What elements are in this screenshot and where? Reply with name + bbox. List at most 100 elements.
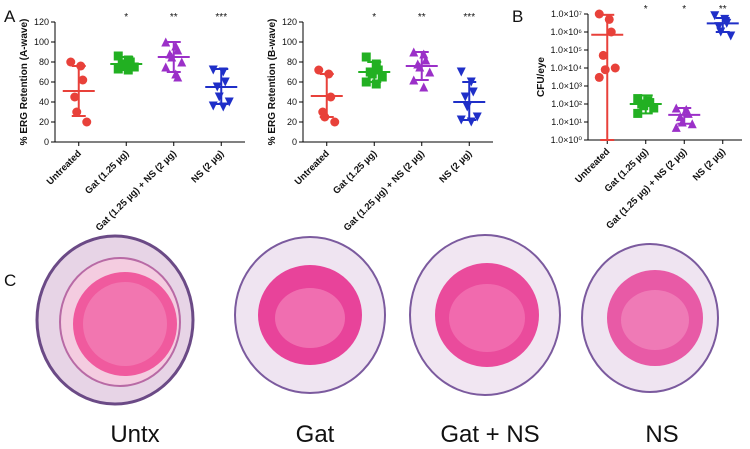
point — [462, 102, 472, 112]
y-axis-label: CFU/eye — [536, 57, 547, 97]
point — [633, 108, 643, 118]
y-tick-label: 40 — [39, 97, 49, 107]
histology-label: Gat — [296, 421, 335, 448]
point — [606, 27, 616, 37]
y-tick-label: 0 — [292, 137, 297, 147]
y-tick-label: 120 — [282, 17, 297, 27]
significance: ** — [170, 12, 178, 23]
point — [373, 65, 383, 75]
point — [409, 47, 419, 57]
y-tick-label: 20 — [39, 117, 49, 127]
point — [425, 67, 435, 77]
x-tick-label: NS (2 µg) — [189, 148, 226, 185]
x-tick-label: NS (2 µg) — [691, 146, 728, 183]
point — [78, 75, 88, 85]
point — [119, 60, 129, 70]
point — [415, 62, 425, 72]
point — [466, 77, 476, 87]
y-tick-label: 1.0×10² — [551, 99, 582, 109]
point — [212, 82, 222, 92]
histology-label: Untx — [110, 421, 159, 448]
x-tick-label: Gat (1.25 µg) + NS (2 µg) — [94, 148, 179, 233]
significance: *** — [215, 12, 227, 23]
y-tick-label: 80 — [287, 57, 297, 67]
point — [82, 117, 92, 127]
significance: * — [682, 4, 686, 15]
point — [604, 14, 614, 24]
point — [460, 92, 470, 102]
point — [314, 65, 324, 75]
point — [66, 57, 76, 67]
eye-gat — [234, 236, 386, 394]
y-tick-label: 60 — [287, 77, 297, 87]
point — [177, 57, 187, 67]
significance: * — [124, 12, 128, 23]
point — [421, 55, 431, 65]
point — [167, 52, 177, 62]
point — [683, 108, 693, 118]
y-tick-label: 1.0×10¹ — [551, 117, 582, 127]
significance: * — [372, 12, 376, 23]
point — [371, 59, 381, 69]
point — [639, 101, 649, 111]
y-tick-label: 1.0×10⁷ — [551, 9, 582, 19]
point — [710, 11, 720, 21]
histology-label: NS — [645, 421, 678, 448]
point — [161, 37, 171, 47]
point — [208, 101, 218, 111]
point — [468, 87, 478, 97]
point — [220, 77, 230, 87]
point — [320, 112, 330, 122]
significance: *** — [463, 12, 475, 23]
panel-label: B — [512, 7, 523, 26]
x-tick-label: Untreated — [573, 146, 612, 185]
point — [598, 50, 608, 60]
point — [208, 65, 218, 75]
point — [633, 94, 643, 104]
point — [377, 72, 387, 82]
point — [594, 9, 604, 19]
point — [600, 65, 610, 75]
panel-label: C — [4, 271, 16, 290]
eye-gat-ns — [409, 234, 561, 396]
y-tick-label: 1.0×10⁰ — [551, 135, 583, 145]
y-tick-label: 0 — [44, 137, 49, 147]
point — [173, 45, 183, 55]
point — [326, 92, 336, 102]
point — [361, 77, 371, 87]
point — [466, 117, 476, 127]
point — [113, 64, 123, 74]
point — [173, 72, 183, 82]
point — [330, 117, 340, 127]
point — [456, 115, 466, 125]
x-tick-label: Gat (1.25 µg) — [83, 148, 131, 196]
point — [371, 79, 381, 89]
point — [645, 98, 655, 108]
y-tick-label: 120 — [34, 17, 49, 27]
point — [218, 102, 228, 112]
eye-untx — [35, 234, 195, 406]
point — [72, 107, 82, 117]
x-tick-label: Untreated — [45, 148, 84, 187]
point — [161, 62, 171, 72]
point — [722, 18, 732, 28]
point — [129, 62, 139, 72]
eye-ns — [581, 243, 719, 393]
x-tick-label: Gat (1.25 µg) + NS (2 µg) — [342, 148, 427, 233]
histology-label: Gat + NS — [440, 421, 539, 448]
point — [671, 103, 681, 113]
y-tick-label: 20 — [287, 117, 297, 127]
point — [367, 69, 377, 79]
point — [419, 49, 429, 59]
x-tick-label: Gat (1.25 µg) + NS (2 µg) — [604, 146, 689, 231]
point — [671, 122, 681, 132]
point — [218, 67, 228, 77]
y-tick-label: 40 — [287, 97, 297, 107]
point — [324, 69, 334, 79]
y-tick-label: 80 — [39, 57, 49, 67]
point — [224, 97, 234, 107]
significance: * — [644, 4, 648, 15]
x-tick-label: NS (2 µg) — [437, 148, 474, 185]
y-axis-label: % ERG Retention (A-wave) — [19, 19, 30, 146]
